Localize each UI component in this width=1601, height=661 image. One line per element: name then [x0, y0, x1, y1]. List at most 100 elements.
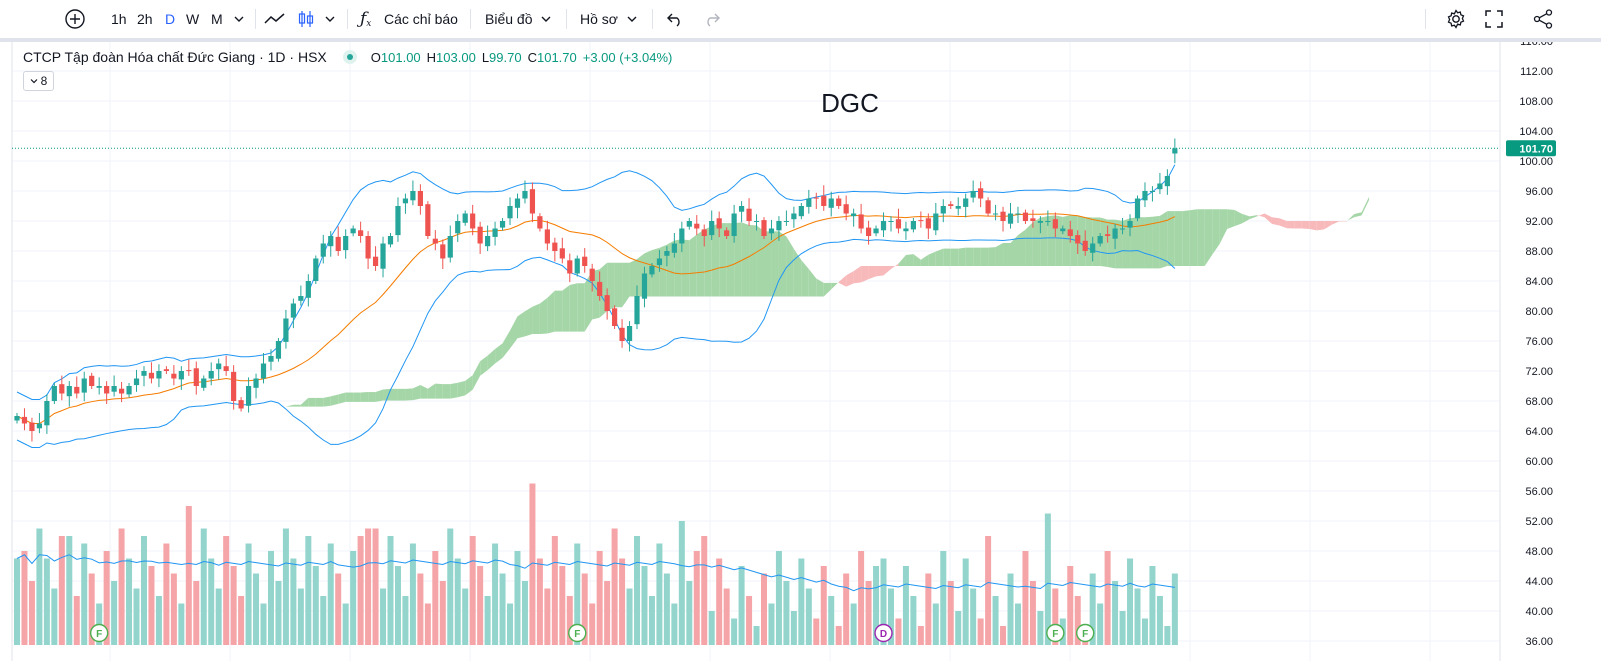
- interval-w[interactable]: W: [186, 11, 200, 27]
- volume-bars: [14, 483, 1178, 645]
- candle-body: [492, 228, 498, 237]
- volume-bar: [245, 543, 252, 645]
- volume-bar: [581, 573, 588, 645]
- indicators-collapse-button[interactable]: 8: [23, 71, 54, 91]
- undo-icon[interactable]: [666, 0, 684, 38]
- separator: [347, 9, 348, 29]
- interval-2h[interactable]: 2h: [137, 11, 153, 27]
- candle-body: [305, 281, 311, 298]
- volume-bar: [185, 506, 192, 645]
- cloud-segment: [995, 243, 1004, 266]
- candle-body: [933, 213, 939, 231]
- cloud-segment: [1070, 215, 1078, 266]
- volume-bar: [297, 588, 304, 645]
- cloud-segment: [1032, 217, 1041, 266]
- interval-d[interactable]: D: [165, 11, 176, 27]
- candle-body: [970, 191, 976, 198]
- candle-body: [260, 363, 267, 379]
- cloud-segment: [1152, 215, 1160, 269]
- candles-icon[interactable]: [296, 0, 316, 38]
- candle-body: [709, 221, 715, 236]
- volume-bar: [693, 551, 700, 645]
- chevron-down-icon[interactable]: [540, 0, 552, 38]
- cloud-segment: [771, 231, 779, 297]
- volume-bar: [170, 573, 177, 645]
- candle-body: [604, 295, 610, 311]
- interval-1h[interactable]: 1h: [111, 11, 127, 27]
- candle-body: [589, 268, 595, 281]
- add-symbol-icon[interactable]: [64, 0, 86, 38]
- fullscreen-icon[interactable]: [1484, 0, 1504, 38]
- candle-body: [499, 221, 506, 228]
- cloud-segment: [778, 231, 787, 297]
- candle-body: [1090, 243, 1096, 253]
- candle-body: [544, 229, 550, 244]
- volume-bar: [58, 536, 65, 645]
- price-chart[interactable]: F F D F F 36.00 40.00 44.00 48.00 52.00 56.00 60.0…: [0, 42, 1601, 661]
- indicators-button[interactable]: Các chỉ báo: [384, 11, 458, 27]
- event-marker-label: F: [96, 629, 102, 640]
- close-value: 101.70: [536, 49, 577, 65]
- candle-body: [529, 189, 536, 214]
- price-axis[interactable]: 36.00 40.00 44.00 48.00 52.00 56.00 60.00 64.00…: [1499, 42, 1601, 661]
- cloud-segment: [1062, 215, 1071, 266]
- chevron-down-icon[interactable]: [626, 0, 638, 38]
- candle-body: [1127, 221, 1133, 228]
- candle-body: [865, 227, 872, 236]
- cloud-segment: [711, 223, 720, 297]
- candle-body: [104, 386, 110, 394]
- chart-type-button[interactable]: Biểu đồ: [485, 11, 533, 27]
- event-marker: F: [568, 623, 587, 643]
- price-tick-label: 80.00: [1525, 306, 1553, 318]
- candle-body: [851, 213, 857, 217]
- event-marker-label: F: [1082, 629, 1088, 640]
- cloud-segment: [988, 247, 996, 266]
- gear-icon[interactable]: [1445, 0, 1467, 38]
- cloud-segment: [629, 259, 638, 297]
- cloud-segment: [1040, 216, 1048, 266]
- cloud-segment: [1130, 217, 1138, 269]
- volume-bar: [193, 581, 200, 645]
- indicator-count: 8: [40, 74, 48, 88]
- chevron-down-icon[interactable]: [233, 0, 245, 38]
- volume-bar: [843, 573, 850, 645]
- volume-bar: [962, 558, 969, 645]
- volume-bar: [746, 596, 753, 645]
- chevron-down-icon[interactable]: [324, 0, 336, 38]
- cloud-segment: [1286, 220, 1295, 229]
- volume-bar: [559, 566, 566, 645]
- cloud-segment: [890, 263, 899, 270]
- candle-body: [365, 236, 371, 259]
- volume-bar: [1007, 573, 1014, 645]
- candle-body: [753, 221, 760, 222]
- candle-body: [918, 220, 924, 222]
- volume-bar: [148, 566, 155, 645]
- redo-icon[interactable]: [703, 0, 721, 38]
- candle-body: [1142, 191, 1148, 201]
- volume-bar: [947, 581, 954, 645]
- share-icon[interactable]: [1532, 0, 1554, 38]
- symbol-title[interactable]: CTCP Tập đoàn Hóa chất Đức Giang · 1D · …: [23, 49, 327, 65]
- cloud-segment: [1189, 209, 1198, 266]
- event-marker-circle: [89, 623, 109, 643]
- interval-m[interactable]: M: [211, 11, 223, 27]
- profile-button[interactable]: Hồ sơ: [580, 11, 618, 27]
- volume-bar: [917, 626, 924, 645]
- candle-body: [455, 221, 461, 234]
- candle-body: [372, 256, 379, 266]
- candle-body: [238, 400, 244, 409]
- volume-bar: [1044, 513, 1051, 645]
- candle-body: [253, 378, 259, 388]
- volume-bar: [790, 611, 797, 645]
- price-tick-label: 64.00: [1525, 426, 1553, 438]
- candle-body: [29, 422, 35, 431]
- line-chart-icon[interactable]: [264, 0, 286, 38]
- candle-body: [1082, 240, 1088, 251]
- last-price-label: 101.70: [1519, 143, 1553, 155]
- cloud-segment: [920, 254, 929, 266]
- price-tick-label: 72.00: [1525, 366, 1553, 378]
- cloud-segment: [943, 248, 951, 266]
- cloud-segment: [1219, 209, 1228, 244]
